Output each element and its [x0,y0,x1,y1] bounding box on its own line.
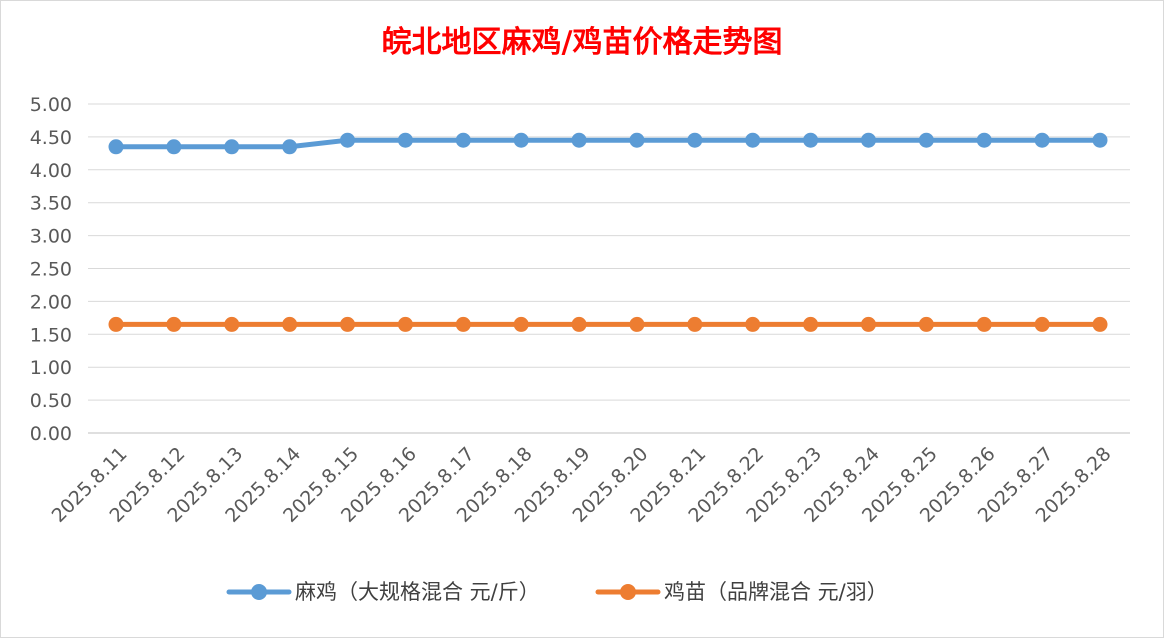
data-point [166,316,182,332]
y-tick-label: 4.50 [30,127,72,149]
y-tick-label: 0.00 [30,423,72,445]
y-tick-label: 0.50 [30,390,72,412]
series-2 [108,316,1108,332]
data-point [513,132,529,148]
data-point [455,316,471,332]
data-point [513,316,529,332]
data-point [455,132,471,148]
y-tick-label: 2.00 [30,291,72,313]
data-point [976,132,992,148]
data-point [397,132,413,148]
y-axis-ticks: 0.00 0.50 1.00 1.50 2.00 2.50 3.00 3.50 4.00 4.50… [30,94,72,445]
legend-label-series-1: 麻鸡（大规格混合 元/斤） [295,580,540,604]
data-point [860,316,876,332]
data-point [629,132,645,148]
data-point [1092,132,1108,148]
legend-marker-series-1 [251,584,267,600]
data-point [629,316,645,332]
chart-title: 皖北地区麻鸡/鸡苗价格走势图 [382,25,783,60]
data-point [1034,316,1050,332]
data-point [340,316,356,332]
data-point [166,139,182,155]
data-point [108,139,124,155]
legend-item-series-2[interactable]: 鸡苗（品牌混合 元/羽） [595,580,888,604]
data-point [687,132,703,148]
data-point [918,316,934,332]
y-tick-label: 2.50 [30,259,72,281]
y-tick-label: 1.50 [30,324,72,346]
series-1 [108,132,1108,155]
data-point [687,316,703,332]
data-point [1092,316,1108,332]
data-point [340,132,356,148]
legend-label-series-2: 鸡苗（品牌混合 元/羽） [664,580,888,604]
data-point [282,139,298,155]
data-point [745,316,761,332]
y-tick-label: 3.00 [30,226,72,248]
data-point [1034,132,1050,148]
data-point [745,132,761,148]
y-tick-label: 1.00 [30,357,72,379]
legend: 麻鸡（大规格混合 元/斤） 鸡苗（品牌混合 元/羽） [226,580,888,604]
y-tick-label: 4.00 [30,160,72,182]
legend-marker-series-2 [620,584,636,600]
data-point [571,132,587,148]
legend-item-series-1[interactable]: 麻鸡（大规格混合 元/斤） [226,580,540,604]
y-tick-label: 5.00 [30,94,72,116]
data-point [976,316,992,332]
series-line [113,137,1103,150]
data-point [860,132,876,148]
data-point [803,132,819,148]
series-lines [108,132,1108,332]
data-point [571,316,587,332]
data-point [282,316,298,332]
data-point [397,316,413,332]
data-point [108,316,124,332]
gridlines [88,103,1130,434]
data-point [803,316,819,332]
data-point [224,316,240,332]
data-point [224,139,240,155]
data-point [918,132,934,148]
y-tick-label: 3.50 [30,193,72,215]
